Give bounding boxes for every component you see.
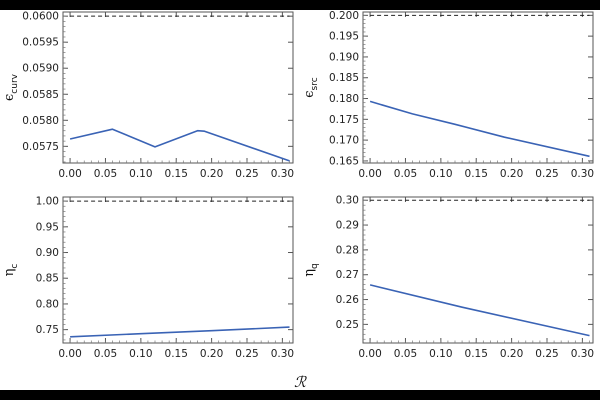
x-tick-label-src: 0.20 (500, 168, 523, 180)
y-tick-label-src: 0.185 (329, 72, 359, 84)
x-tick-label-curv: 0.15 (165, 168, 188, 180)
top-border-band (0, 0, 600, 10)
x-tick-label-eta-c: 0.05 (94, 348, 117, 360)
y-axis-subscript-curv: curv (10, 73, 20, 93)
y-axis-subscript-eta-q: q (310, 263, 320, 269)
y-tick-label-eta-c: 0.90 (36, 247, 59, 259)
x-tick-label-eta-q: 0.25 (535, 348, 558, 360)
y-axis-symbol-eta-q: η (302, 269, 317, 277)
y-axis-label-eta-q: ηq (302, 263, 320, 277)
x-tick-label-src: 0.10 (429, 168, 452, 180)
y-axis-label-eta-c: ηc (2, 264, 20, 277)
y-tick-label-eta-c: 0.80 (36, 298, 59, 310)
plot-frame-eta-q (362, 196, 594, 344)
x-tick-label-src: 0.30 (571, 168, 594, 180)
y-tick-label-curv: 0.0595 (22, 37, 59, 49)
x-tick-label-eta-c: 0.00 (58, 348, 81, 360)
x-tick-label-src: 0.15 (465, 168, 488, 180)
y-tick-label-curv: 0.0580 (22, 115, 59, 127)
y-tick-label-src: 0.170 (329, 135, 359, 147)
x-tick-label-curv: 0.25 (235, 168, 258, 180)
x-tick-label-eta-q: 0.20 (500, 348, 523, 360)
y-tick-label-eta-q: 0.25 (336, 319, 359, 331)
x-tick-label-eta-q: 0.15 (465, 348, 488, 360)
y-axis-symbol-src: ϵ (302, 90, 317, 97)
x-tick-label-eta-c: 0.25 (235, 348, 258, 360)
y-tick-label-curv: 0.0590 (22, 63, 59, 75)
y-tick-label-src: 0.165 (329, 155, 359, 167)
x-tick-label-eta-q: 0.30 (571, 348, 594, 360)
x-tick-label-eta-q: 0.00 (358, 348, 381, 360)
plot-frame-eta-c (62, 196, 294, 344)
y-tick-label-src: 0.195 (329, 31, 359, 43)
x-tick-label-eta-c: 0.15 (165, 348, 188, 360)
plot-frame-src (362, 11, 594, 164)
series-line-curv (69, 128, 290, 162)
y-tick-label-src: 0.190 (329, 51, 359, 63)
panel-src: 0.00 0.05 0.10 0.15 0.20 0.25 0.30 0.165 0.170 0.… (302, 10, 594, 180)
x-tick-label-curv: 0.10 (129, 168, 152, 180)
x-tick-label-eta-c: 0.30 (271, 348, 294, 360)
y-axis-subscript-src: src (310, 77, 320, 90)
panel-eta-c: 0.00 0.05 0.10 0.15 0.20 0.25 0.30 0.75 0.80 0.85… (2, 196, 294, 360)
y-tick-label-eta-c: 1.00 (36, 196, 59, 208)
y-tick-label-eta-c: 0.95 (36, 221, 59, 233)
bottom-border-band (0, 390, 600, 400)
y-tick-label-eta-q: 0.26 (336, 294, 360, 306)
x-tick-label-eta-c: 0.10 (129, 348, 152, 360)
x-tick-label-curv: 0.20 (200, 168, 223, 180)
y-tick-label-eta-q: 0.30 (336, 195, 359, 207)
y-tick-label-eta-q: 0.27 (336, 269, 359, 281)
y-axis-symbol-curv: ϵ (2, 94, 17, 101)
shared-x-axis-label: ℛ (294, 373, 307, 391)
x-tick-label-curv: 0.05 (94, 168, 117, 180)
y-tick-label-src: 0.180 (329, 93, 359, 105)
x-tick-label-eta-q: 0.10 (429, 348, 452, 360)
y-tick-label-eta-q: 0.29 (336, 220, 359, 232)
series-line-src (369, 100, 590, 158)
x-tick-label-eta-q: 0.05 (394, 348, 417, 360)
y-tick-label-eta-c: 0.75 (36, 324, 59, 336)
y-tick-label-eta-q: 0.28 (336, 244, 359, 256)
series-line-eta-q (369, 284, 590, 337)
y-axis-symbol-eta-c: η (2, 269, 17, 277)
x-tick-label-src: 0.05 (394, 168, 417, 180)
y-tick-label-eta-c: 0.85 (36, 273, 59, 285)
y-tick-label-curv: 0.0575 (22, 141, 59, 153)
x-tick-label-src: 0.00 (358, 168, 381, 180)
series-line-eta-c (70, 326, 290, 338)
y-tick-label-src: 0.175 (329, 114, 359, 126)
plot-frame-curv (62, 11, 294, 164)
x-tick-label-eta-c: 0.20 (200, 348, 223, 360)
y-axis-label-src: ϵsrc (302, 77, 320, 97)
y-axis-subscript-eta-c: c (10, 264, 20, 269)
y-tick-label-src: 0.200 (329, 10, 359, 22)
x-tick-label-curv: 0.30 (271, 168, 294, 180)
y-axis-label-curv: ϵcurv (2, 73, 20, 101)
panel-eta-q: 0.00 0.05 0.10 0.15 0.20 0.25 0.30 0.25 0.26 0.27… (302, 195, 594, 360)
x-tick-label-src: 0.25 (535, 168, 558, 180)
y-tick-label-curv: 0.0585 (22, 89, 59, 101)
y-tick-label-curv: 0.0600 (22, 11, 59, 23)
x-tick-label-curv: 0.00 (58, 168, 81, 180)
panel-curv: 0.00 0.05 0.10 0.15 0.20 0.25 0.30 0.0575 0.0580… (2, 11, 294, 180)
